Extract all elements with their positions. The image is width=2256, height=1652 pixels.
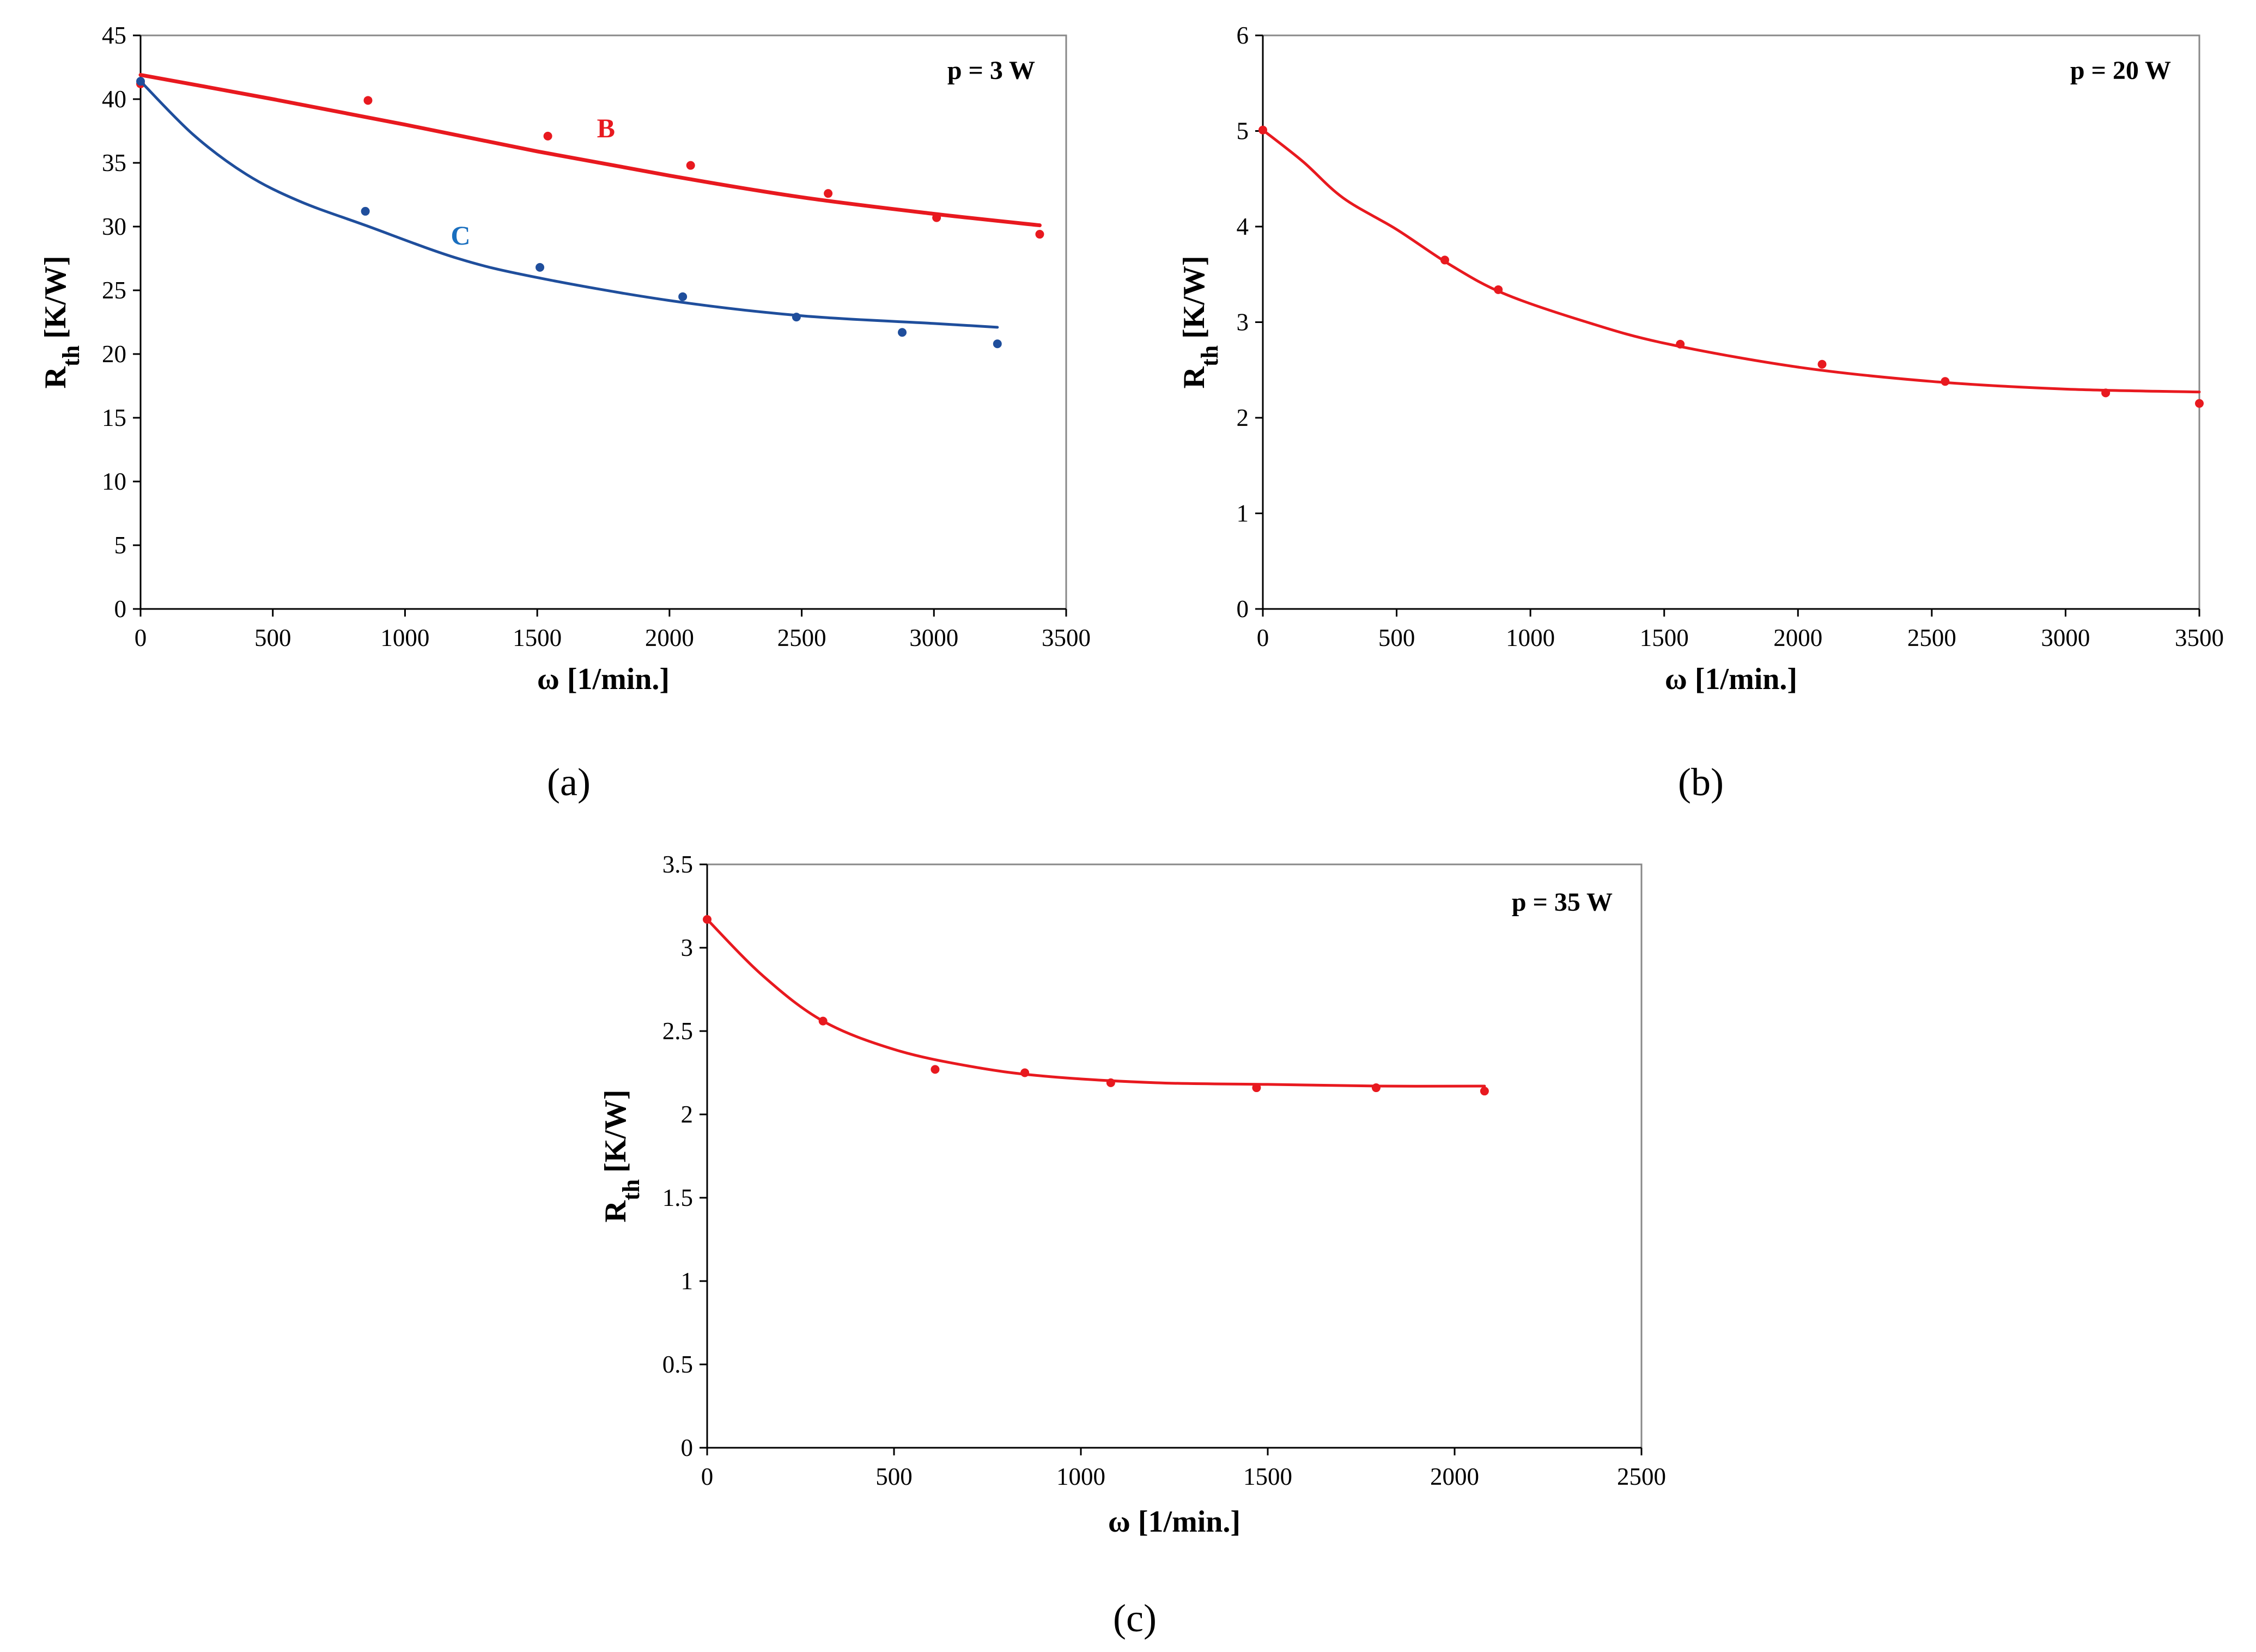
x-tick-label: 1500 (513, 624, 562, 651)
x-tick-label: 2000 (1430, 1463, 1479, 1490)
fit-line-b-p-20-w (1261, 129, 2201, 394)
annotation-a: p = 3 W (947, 56, 1035, 85)
x-tick-label: 2500 (1907, 624, 1956, 651)
data-point-a-c (136, 77, 145, 86)
x-tick-label: 1000 (380, 624, 429, 651)
chart-b: 0 500 1000 1500 2000 2500 3000 3500 0 1 2 3 4 5 6 ω [1/… (1177, 22, 2224, 696)
y-tick-label: 0.5 (662, 1351, 693, 1378)
data-point-c-p-35-w (1252, 1083, 1261, 1093)
y-tick-label: 0 (114, 595, 127, 623)
data-point-a-c (361, 206, 370, 216)
y-tick-label: 25 (102, 277, 126, 304)
y-tick-label: 3.5 (662, 851, 693, 878)
data-point-c-p-35-w (703, 915, 712, 924)
data-point-a-c (993, 339, 1002, 349)
x-tick-label: 2000 (645, 624, 694, 651)
data-point-c-p-35-w (1106, 1078, 1115, 1087)
data-point-a-b (932, 213, 941, 222)
fit-line-a-b (138, 73, 1042, 228)
y-tick-label: 40 (102, 86, 126, 113)
y-tick-label: 20 (102, 340, 126, 368)
y-tick-label: 0 (681, 1434, 694, 1461)
y-tick-label: 3 (1237, 309, 1249, 336)
data-point-b-p-20-w (1258, 125, 1267, 135)
data-point-b-p-20-w (2101, 388, 2111, 398)
data-point-b-p-20-w (1440, 255, 1449, 265)
y-tick-label: 10 (102, 468, 126, 495)
x-tick-label: 0 (1257, 624, 1269, 651)
y-axis-title: Rth[K/W] (1177, 256, 1223, 389)
chart-a: 0 500 1000 1500 2000 2500 3000 3500 0 5 10 15 20 25 30… (39, 22, 1091, 696)
data-point-a-c (792, 313, 801, 322)
series-label-c: C (451, 220, 470, 251)
x-tick-label: 0 (135, 624, 147, 651)
panel-label-c: (c) (1113, 1596, 1157, 1640)
data-point-c-p-35-w (931, 1065, 940, 1074)
x-axis-title: ω [1/min.] (1108, 1505, 1241, 1539)
data-point-a-b (824, 189, 833, 198)
y-tick-label: 35 (102, 149, 126, 176)
data-point-a-c (898, 328, 907, 337)
y-tick-label: 2 (1237, 404, 1249, 431)
x-tick-label: 1000 (1506, 624, 1555, 651)
y-tick-label: 6 (1237, 22, 1249, 49)
x-tick-label: 1500 (1243, 1463, 1292, 1490)
y-tick-label: 3 (681, 934, 694, 961)
x-tick-label: 0 (701, 1463, 714, 1490)
data-point-a-b (686, 161, 695, 170)
y-tick-label: 1.5 (662, 1184, 693, 1211)
chart-c: 0 500 1000 1500 2000 2500 0 0.5 1 1.5 2 2.5 3 3.5 ω [1… (599, 851, 1666, 1539)
fit-line-c-p-35-w (706, 918, 1486, 1088)
data-point-c-p-35-w (818, 1016, 828, 1026)
data-point-b-p-20-w (1676, 339, 1685, 349)
panel-label-b: (b) (1678, 760, 1724, 804)
y-tick-label: 4 (1237, 213, 1249, 240)
y-tick-label: 5 (114, 532, 127, 559)
data-point-c-p-35-w (1020, 1068, 1030, 1077)
data-point-a-b (1035, 230, 1044, 239)
data-point-b-p-20-w (1494, 285, 1503, 294)
x-tick-label: 1500 (1640, 624, 1689, 651)
x-tick-label: 500 (875, 1463, 913, 1490)
y-tick-label: 5 (1237, 118, 1249, 145)
data-point-a-c (535, 263, 544, 272)
x-axis-title: ω [1/min.] (537, 662, 670, 696)
y-tick-label: 1 (681, 1267, 694, 1295)
x-tick-label: 3500 (2175, 624, 2224, 651)
data-point-a-c (678, 292, 688, 301)
x-tick-label: 2000 (1773, 624, 1822, 651)
x-tick-label: 3000 (2041, 624, 2090, 651)
annotation-c: p = 35 W (1512, 888, 1613, 917)
data-point-c-p-35-w (1371, 1083, 1381, 1093)
y-tick-label: 2.5 (662, 1017, 693, 1045)
y-tick-label: 0 (1237, 595, 1249, 623)
data-point-b-p-20-w (2195, 399, 2204, 408)
x-tick-label: 3000 (909, 624, 958, 651)
x-tick-label: 2500 (777, 624, 826, 651)
data-point-b-p-20-w (1817, 359, 1827, 369)
x-axis-title: ω [1/min.] (1665, 662, 1797, 696)
fit-line-a-c (139, 80, 999, 329)
y-tick-label: 2 (681, 1101, 694, 1128)
data-point-c-p-35-w (1480, 1087, 1489, 1096)
x-tick-label: 1000 (1056, 1463, 1105, 1490)
annotation-b: p = 20 W (2070, 56, 2171, 85)
y-axis-title: Rth[K/W] (599, 1090, 644, 1223)
y-axis-title: Rth[K/W] (39, 256, 84, 389)
y-tick-label: 45 (102, 22, 126, 49)
x-tick-label: 3500 (1042, 624, 1091, 651)
data-point-a-b (543, 131, 552, 141)
x-tick-label: 500 (1378, 624, 1415, 651)
x-tick-label: 2500 (1617, 1463, 1666, 1490)
x-tick-label: 500 (254, 624, 291, 651)
data-point-b-p-20-w (1941, 377, 1950, 386)
y-tick-label: 30 (102, 213, 126, 240)
series-label-b: B (597, 113, 615, 143)
y-tick-label: 15 (102, 404, 126, 431)
panel-label-a: (a) (547, 760, 591, 804)
y-tick-label: 1 (1237, 500, 1249, 527)
data-point-a-b (363, 96, 373, 105)
